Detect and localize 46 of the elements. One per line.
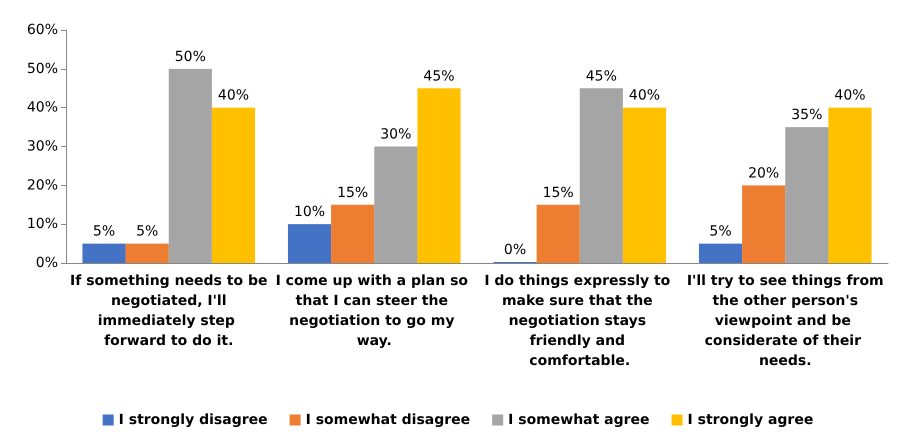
y-tick-label: 10% bbox=[26, 216, 58, 232]
legend-label: I somewhat agree bbox=[508, 412, 650, 428]
data-label: 50% bbox=[174, 48, 206, 65]
bar bbox=[417, 88, 461, 263]
y-tick-label: 50% bbox=[26, 60, 58, 77]
y-tick-label: 40% bbox=[26, 100, 58, 116]
bar bbox=[622, 108, 666, 263]
bar bbox=[828, 108, 872, 263]
y-tick-label: 60% bbox=[26, 22, 58, 38]
bar bbox=[82, 244, 126, 263]
data-label: 15% bbox=[542, 184, 574, 201]
legend-label: I somewhat disagree bbox=[306, 412, 470, 428]
data-label: 40% bbox=[834, 88, 866, 104]
data-label: 10% bbox=[294, 204, 326, 220]
x-tick-label: I come up with a plan so that I can steer the negotiation to go my way. bbox=[276, 273, 473, 349]
data-label: 35% bbox=[791, 107, 822, 124]
legend-label: I strongly agree bbox=[688, 412, 814, 428]
data-label: 40% bbox=[218, 88, 250, 104]
data-label: 5% bbox=[92, 224, 116, 240]
data-label: 30% bbox=[380, 126, 412, 142]
bar bbox=[212, 108, 256, 263]
data-label: 40% bbox=[628, 88, 660, 104]
bar bbox=[126, 244, 169, 263]
x-tick-label: If something needs to be negotiated, I'll immediately step forward to do it. bbox=[70, 273, 268, 349]
x-tick-label: I do things expressly to make sure that the negotiation stays friendly and comfortable. bbox=[484, 273, 676, 369]
bar bbox=[288, 224, 332, 263]
bar bbox=[580, 88, 623, 263]
bar bbox=[331, 204, 374, 263]
legend-label: I strongly disagree bbox=[118, 412, 268, 428]
data-label: 15% bbox=[337, 184, 368, 201]
bar bbox=[742, 185, 786, 263]
y-tick-label: 30% bbox=[26, 138, 58, 154]
bar bbox=[536, 204, 580, 263]
data-label: 5% bbox=[136, 224, 158, 240]
data-label: 45% bbox=[586, 68, 617, 84]
x-tick-label: I'll try to see things from the other person's viewpoint and be considerate of their needs. bbox=[686, 273, 884, 369]
data-label: 5% bbox=[709, 224, 732, 240]
bar bbox=[374, 146, 418, 263]
data-label: 45% bbox=[423, 68, 455, 84]
y-tick-label: 0% bbox=[36, 255, 58, 271]
bar bbox=[168, 68, 212, 263]
data-label: 0% bbox=[504, 242, 526, 258]
bar bbox=[785, 127, 828, 263]
data-label: 20% bbox=[748, 165, 780, 182]
bar bbox=[698, 244, 742, 263]
y-tick-label: 20% bbox=[26, 177, 58, 194]
